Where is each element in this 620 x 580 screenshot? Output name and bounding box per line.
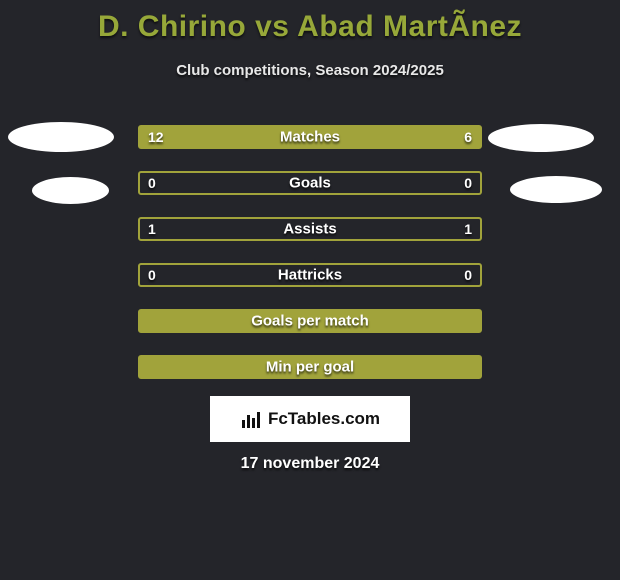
player2-photo <box>510 176 602 203</box>
stat-label: Min per goal <box>266 359 354 376</box>
stat-value-right: 0 <box>464 175 472 191</box>
fctables-badge: FcTables.com <box>210 396 410 442</box>
badge-text: FcTables.com <box>268 409 380 429</box>
page-title: D. Chirino vs Abad MartÃ­nez <box>0 0 620 44</box>
bar-chart-icon <box>240 408 262 430</box>
stat-label: Goals per match <box>251 313 369 330</box>
stat-row: Assists 1 1 <box>138 217 482 241</box>
player2-team-logo <box>488 124 594 152</box>
player1-team-logo <box>8 122 114 152</box>
stat-row: Min per goal <box>138 355 482 379</box>
stat-value-right: 0 <box>464 267 472 283</box>
stat-label: Goals <box>289 175 331 192</box>
stat-value-left: 0 <box>148 267 156 283</box>
stat-value-left: 12 <box>148 129 164 145</box>
stat-label: Matches <box>280 129 340 146</box>
stat-value-left: 1 <box>148 221 156 237</box>
subtitle: Club competitions, Season 2024/2025 <box>0 62 620 79</box>
stat-row: Matches 12 6 <box>138 125 482 149</box>
stat-row: Hattricks 0 0 <box>138 263 482 287</box>
stat-value-right: 6 <box>464 129 472 145</box>
stat-row: Goals per match <box>138 309 482 333</box>
stat-row: Goals 0 0 <box>138 171 482 195</box>
player1-photo <box>32 177 109 204</box>
stat-value-left: 0 <box>148 175 156 191</box>
date-text: 17 november 2024 <box>241 455 380 473</box>
stat-label: Assists <box>283 221 336 238</box>
stat-label: Hattricks <box>278 267 342 284</box>
comparison-bars: Matches126Goals00Assists11Hattricks00Goa… <box>138 125 482 401</box>
stat-value-right: 1 <box>464 221 472 237</box>
